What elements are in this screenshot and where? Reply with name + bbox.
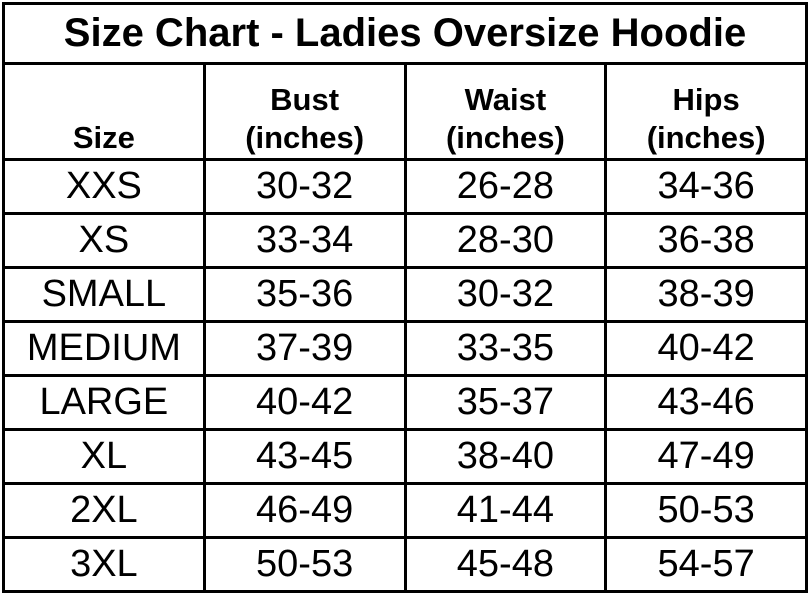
table-row-small: SMALL 35-36 30-32 38-39 [2, 266, 808, 323]
column-header-label-line1: Hips [672, 81, 740, 117]
table-row-xxs: XXS 30-32 26-28 34-36 [2, 158, 808, 215]
cell-size: 3XL [2, 536, 206, 593]
cell-hips: 34-36 [604, 158, 808, 215]
cell-bust: 33-34 [202, 212, 407, 269]
cell-size: 2XL [2, 482, 206, 539]
cell-waist: 26-28 [403, 158, 608, 215]
column-header-label-line2: Size [72, 120, 135, 156]
table-row-2xl: 2XL 46-49 41-44 50-53 [2, 482, 808, 539]
cell-bust: 35-36 [202, 266, 407, 323]
cell-hips: 47-49 [604, 428, 808, 485]
cell-waist: 28-30 [403, 212, 608, 269]
cell-hips: 50-53 [604, 482, 808, 539]
cell-bust: 30-32 [202, 158, 407, 215]
table-row-medium: MEDIUM 37-39 33-35 40-42 [2, 320, 808, 377]
column-header-size: Size [2, 62, 206, 161]
cell-bust: 40-42 [202, 374, 407, 431]
column-header-label-line2: (inches) [245, 120, 365, 156]
cell-hips: 36-38 [604, 212, 808, 269]
column-header-label-line1: Waist [464, 81, 547, 117]
table-row-3xl: 3XL 50-53 45-48 54-57 [2, 536, 808, 593]
cell-size: XXS [2, 158, 206, 215]
cell-size: XL [2, 428, 206, 485]
cell-size: LARGE [2, 374, 206, 431]
cell-waist: 41-44 [403, 482, 608, 539]
chart-title: Size Chart - Ladies Oversize Hoodie [2, 2, 808, 65]
cell-hips: 40-42 [604, 320, 808, 377]
title-row: Size Chart - Ladies Oversize Hoodie [2, 2, 808, 65]
cell-waist: 35-37 [403, 374, 608, 431]
cell-size: SMALL [2, 266, 206, 323]
cell-waist: 45-48 [403, 536, 608, 593]
cell-waist: 38-40 [403, 428, 608, 485]
cell-bust: 50-53 [202, 536, 407, 593]
table-row-large: LARGE 40-42 35-37 43-46 [2, 374, 808, 431]
cell-hips: 38-39 [604, 266, 808, 323]
column-header-hips: Hips (inches) [604, 62, 808, 161]
cell-size: MEDIUM [2, 320, 206, 377]
table-row-xl: XL 43-45 38-40 47-49 [2, 428, 808, 485]
cell-waist: 30-32 [403, 266, 608, 323]
column-header-label-line2: (inches) [646, 120, 766, 156]
cell-hips: 54-57 [604, 536, 808, 593]
header-row: Size Bust (inches) Waist (inches) Hips (… [2, 62, 808, 161]
column-header-label-line2: (inches) [445, 120, 565, 156]
table-row-xs: XS 33-34 28-30 36-38 [2, 212, 808, 269]
cell-bust: 46-49 [202, 482, 407, 539]
column-header-waist: Waist (inches) [403, 62, 608, 161]
column-header-label-line1: Bust [270, 81, 340, 117]
cell-bust: 43-45 [202, 428, 407, 485]
cell-waist: 33-35 [403, 320, 608, 377]
cell-bust: 37-39 [202, 320, 407, 377]
cell-hips: 43-46 [604, 374, 808, 431]
cell-size: XS [2, 212, 206, 269]
column-header-bust: Bust (inches) [202, 62, 407, 161]
